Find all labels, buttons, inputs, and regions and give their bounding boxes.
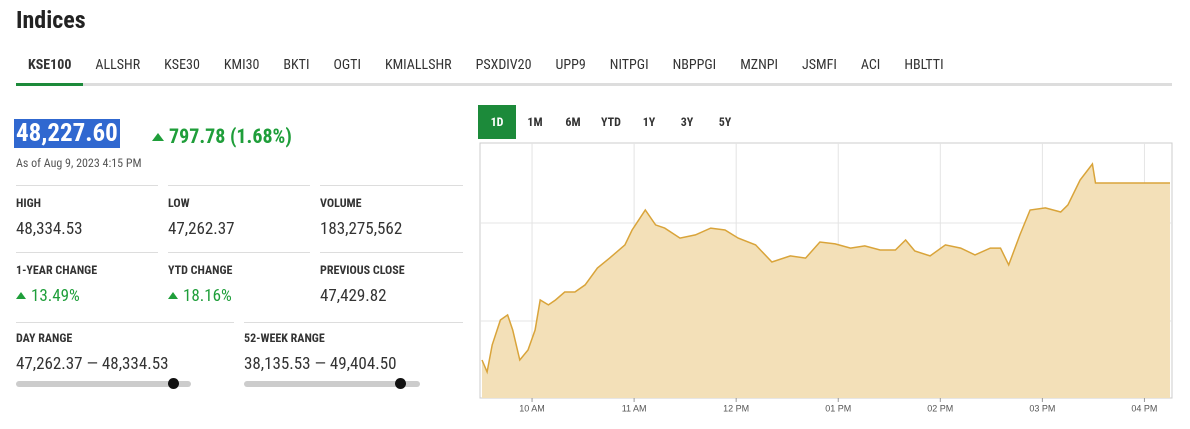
range-dot (168, 378, 179, 389)
stat-value-text: 13.49% (31, 286, 80, 306)
index-tab[interactable]: BKTI (283, 57, 310, 73)
change-text: 797.78 (1.68%) (169, 124, 292, 148)
period-button[interactable]: 5Y (718, 115, 732, 129)
stat-value-text: 18.16% (183, 286, 232, 306)
x-tick-label: 11 AM (622, 403, 647, 413)
price-area (482, 164, 1170, 398)
stat-label: VOLUME (320, 196, 362, 210)
period-button[interactable]: 1M (527, 115, 543, 129)
stat-value: 18.16% (168, 286, 232, 306)
price-line (481, 162, 1170, 375)
index-tab[interactable]: ACI (860, 57, 881, 73)
index-tab[interactable]: NBPPGI (672, 57, 717, 73)
period-buttons: 1D 1M 6M YTD 1Y 3Y 5Y (478, 105, 744, 139)
x-tick-label: 02 PM (927, 403, 953, 413)
index-tab[interactable]: NITPGI (609, 57, 649, 73)
index-tab[interactable]: KSE30 (164, 57, 200, 73)
range-value: 38,135.53 — 49,404.50 (244, 354, 397, 374)
index-tab[interactable]: ALLSHR (95, 57, 141, 73)
range-dot (395, 378, 406, 389)
x-tick-label: 03 PM (1029, 403, 1055, 413)
index-tab[interactable]: OGTI (333, 57, 361, 73)
range-label: DAY RANGE (16, 331, 73, 345)
stat-label: HIGH (16, 196, 41, 210)
index-tab[interactable]: UPP9 (555, 57, 586, 73)
stat-label: 1-YEAR CHANGE (16, 263, 98, 277)
x-tick-label: 04 PM (1131, 403, 1157, 413)
index-tab[interactable]: PSXDIV20 (475, 57, 532, 73)
stat-label: YTD CHANGE (168, 263, 233, 277)
index-tab[interactable]: KMIALLSHR (384, 57, 452, 73)
period-button[interactable]: 3Y (680, 115, 694, 129)
stat-value: 47,262.37 (168, 219, 235, 239)
index-tab[interactable]: KMI30 (223, 57, 260, 73)
index-price: 48,227.60 (14, 119, 120, 148)
period-button[interactable]: YTD (601, 115, 621, 129)
index-tabs: KSE100 ALLSHR KSE30 KMI30 BKTI OGTI KMIALLSHR P… (16, 54, 1172, 86)
range-value: 47,262.37 — 48,334.53 (16, 354, 169, 374)
range-bar (16, 381, 191, 387)
page-title: Indices (16, 6, 86, 34)
range-label: 52-WEEK RANGE (244, 331, 325, 345)
as-of: As of Aug 9, 2023 4:15 PM (16, 156, 142, 170)
x-tick-label: 10 AM (519, 403, 545, 413)
stat-value: 48,334.53 (16, 219, 83, 239)
index-tab[interactable]: MZNPI (740, 57, 779, 73)
x-tick-label: 01 PM (825, 403, 851, 413)
index-tab[interactable]: HBLTTI (904, 57, 944, 73)
index-tab[interactable]: KSE100 (16, 54, 84, 86)
stat-label: PREVIOUS CLOSE (320, 263, 405, 277)
range-bar (244, 381, 420, 387)
stat-value: 13.49% (16, 286, 80, 306)
period-button[interactable]: 1D (478, 105, 516, 139)
x-tick-label: 12 PM (723, 403, 749, 413)
stat-value: 47,429.82 (320, 286, 387, 306)
stat-label: LOW (168, 196, 190, 210)
stat-value: 183,275,562 (320, 219, 403, 239)
index-tab[interactable]: JSMFI (802, 57, 837, 73)
period-button[interactable]: 6M (565, 115, 581, 129)
period-button[interactable]: 1Y (642, 115, 656, 129)
index-change: 797.78 (1.68%) (152, 124, 292, 148)
